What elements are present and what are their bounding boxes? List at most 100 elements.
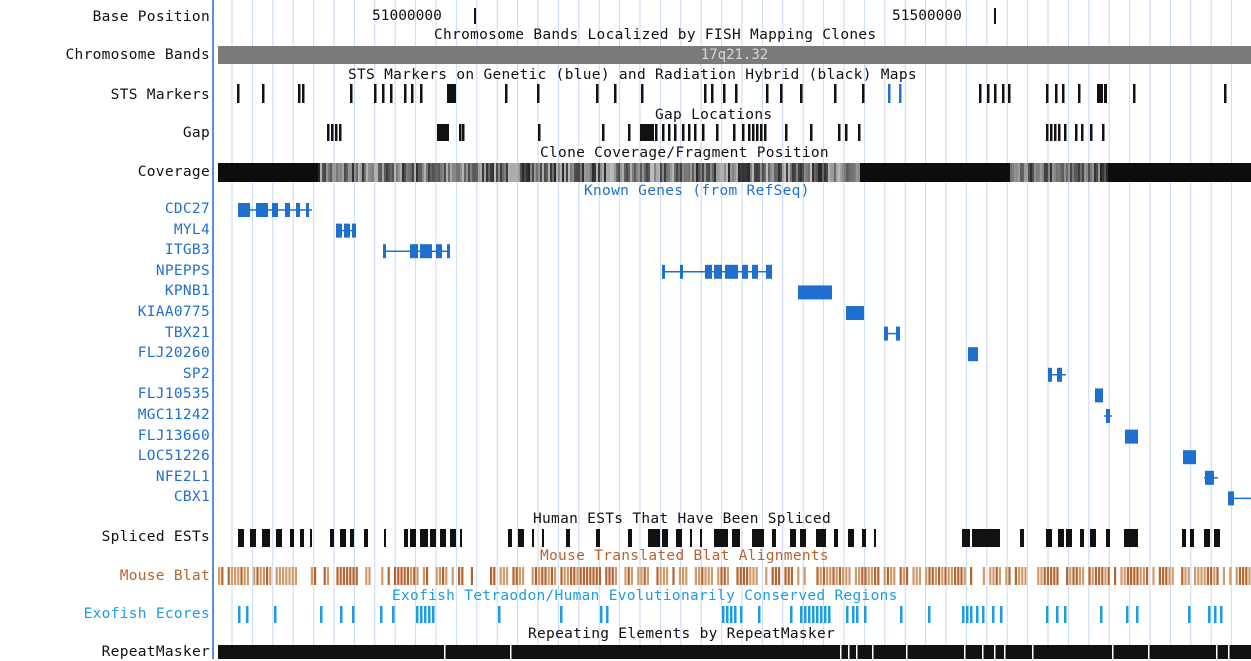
mouse-blat-alignment[interactable] xyxy=(339,567,342,585)
mouse-blat-alignment[interactable] xyxy=(848,567,851,585)
exofish-ecore[interactable] xyxy=(320,606,323,623)
coverage-segment[interactable] xyxy=(348,163,350,182)
mouse-blat-alignment[interactable] xyxy=(563,567,566,585)
coverage-segment[interactable] xyxy=(644,163,646,182)
coverage-segment[interactable] xyxy=(1082,163,1084,182)
coverage-segment[interactable] xyxy=(602,163,604,182)
sts-marker[interactable] xyxy=(390,84,393,103)
coverage-segment[interactable] xyxy=(744,163,746,182)
mouse-blat-alignment[interactable] xyxy=(1238,567,1241,585)
spliced-est[interactable] xyxy=(874,529,876,547)
exofish-ecore[interactable] xyxy=(600,606,603,623)
coverage-segment[interactable] xyxy=(722,163,724,182)
sts-marker[interactable] xyxy=(505,84,508,103)
coverage-label[interactable]: Coverage xyxy=(137,164,210,180)
mouse-blat-alignment[interactable] xyxy=(589,567,592,585)
coverage-segment[interactable] xyxy=(830,163,832,182)
mouse-blat-alignment[interactable] xyxy=(1162,567,1165,585)
mouse-blat-alignment[interactable] xyxy=(291,567,294,585)
exofish-ecore[interactable] xyxy=(970,606,973,623)
exofish-ecore[interactable] xyxy=(274,606,277,623)
gene-exon[interactable] xyxy=(306,203,309,217)
coverage-segment[interactable] xyxy=(502,163,504,182)
exofish-ecore[interactable] xyxy=(808,606,811,623)
mouse-blat-alignment[interactable] xyxy=(573,567,576,585)
spliced-est[interactable] xyxy=(1090,529,1096,547)
mouse-blat-alignment[interactable] xyxy=(778,567,781,585)
mouse-blat-alignment[interactable] xyxy=(592,567,595,585)
coverage-segment[interactable] xyxy=(1090,163,1092,182)
mouse-blat-alignment[interactable] xyxy=(752,567,755,585)
mouse-blat-alignment[interactable] xyxy=(742,567,745,585)
mouse-blat-alignment[interactable] xyxy=(336,567,339,585)
coverage-segment[interactable] xyxy=(512,163,514,182)
mouse-blat-alignment[interactable] xyxy=(582,567,585,585)
spliced-est[interactable] xyxy=(834,529,838,547)
coverage-segment[interactable] xyxy=(742,163,744,182)
coverage-segment[interactable] xyxy=(726,163,728,182)
mouse-blat-alignment[interactable] xyxy=(294,567,297,585)
gap-marker[interactable] xyxy=(339,124,342,141)
gap-marker[interactable] xyxy=(858,124,861,141)
gap-marker[interactable] xyxy=(785,124,788,141)
mouse-blat-alignment[interactable] xyxy=(314,567,317,585)
coverage-segment[interactable] xyxy=(638,163,640,182)
repeat-gap[interactable] xyxy=(856,645,858,659)
sts-marker[interactable] xyxy=(420,84,423,103)
sts-marker[interactable] xyxy=(1008,84,1011,103)
exofish-ecore[interactable] xyxy=(1046,606,1049,623)
coverage-segment[interactable] xyxy=(642,163,644,182)
coverage-segment[interactable] xyxy=(764,163,766,182)
exofish-ecore[interactable] xyxy=(928,606,931,623)
gap-marker[interactable] xyxy=(1050,124,1053,141)
repeat-element[interactable] xyxy=(218,645,1251,659)
spliced-est[interactable] xyxy=(662,529,668,547)
exofish-ecore[interactable] xyxy=(828,606,831,623)
sts-marker[interactable] xyxy=(723,84,726,103)
coverage-segment[interactable] xyxy=(854,163,856,182)
mouse-blat-alignment[interactable] xyxy=(755,567,758,585)
coverage-segment[interactable] xyxy=(596,163,598,182)
coverage-segment[interactable] xyxy=(800,163,802,182)
coverage-segment[interactable] xyxy=(510,163,512,182)
gene-exon[interactable] xyxy=(766,264,772,279)
coverage-segment[interactable] xyxy=(432,163,434,182)
exofish-ecore[interactable] xyxy=(432,606,435,623)
mouse-blat-alignment[interactable] xyxy=(950,567,953,585)
coverage-segment[interactable] xyxy=(634,163,636,182)
gene-label[interactable]: SP2 xyxy=(182,365,210,382)
mouse-blat-alignment[interactable] xyxy=(576,567,579,585)
spliced-est[interactable] xyxy=(518,529,524,547)
spliced-est[interactable] xyxy=(300,529,304,547)
coverage-segment[interactable] xyxy=(790,163,792,182)
spliced-est[interactable] xyxy=(1182,529,1186,547)
coverage-segment[interactable] xyxy=(576,163,578,182)
exofish-ecore[interactable] xyxy=(340,606,343,623)
mouse-blat-alignment[interactable] xyxy=(819,567,822,585)
mouse-blat-alignment[interactable] xyxy=(659,567,662,585)
mouse-blat-alignment[interactable] xyxy=(515,567,518,585)
sts-marker[interactable] xyxy=(1097,84,1100,103)
mouse-blat-alignment[interactable] xyxy=(230,567,233,585)
coverage-segment[interactable] xyxy=(728,163,730,182)
coverage-segment[interactable] xyxy=(844,163,846,182)
coverage-segment[interactable] xyxy=(1068,163,1070,182)
coverage-segment[interactable] xyxy=(1084,163,1086,182)
gene-exon[interactable] xyxy=(725,264,738,279)
mouse-blat-alignment[interactable] xyxy=(1222,567,1225,585)
mouse-blat-alignment[interactable] xyxy=(1056,567,1059,585)
gene-exon[interactable] xyxy=(285,203,290,217)
gap-marker[interactable] xyxy=(668,124,671,141)
coverage-segment[interactable] xyxy=(714,163,716,182)
mouse-blat-alignment[interactable] xyxy=(790,567,793,585)
mouse-blat-alignment[interactable] xyxy=(960,567,963,585)
mouse-blat-alignment[interactable] xyxy=(416,567,419,585)
sts-marker[interactable] xyxy=(834,84,837,103)
exofish-ecore[interactable] xyxy=(1056,606,1059,623)
coverage-segment[interactable] xyxy=(322,163,324,182)
coverage-segment[interactable] xyxy=(724,163,726,182)
coverage-segment[interactable] xyxy=(414,163,416,182)
exofish-ecore[interactable] xyxy=(758,606,761,623)
mouse-blat-alignment[interactable] xyxy=(1136,567,1139,585)
exofish-ecore[interactable] xyxy=(816,606,819,623)
